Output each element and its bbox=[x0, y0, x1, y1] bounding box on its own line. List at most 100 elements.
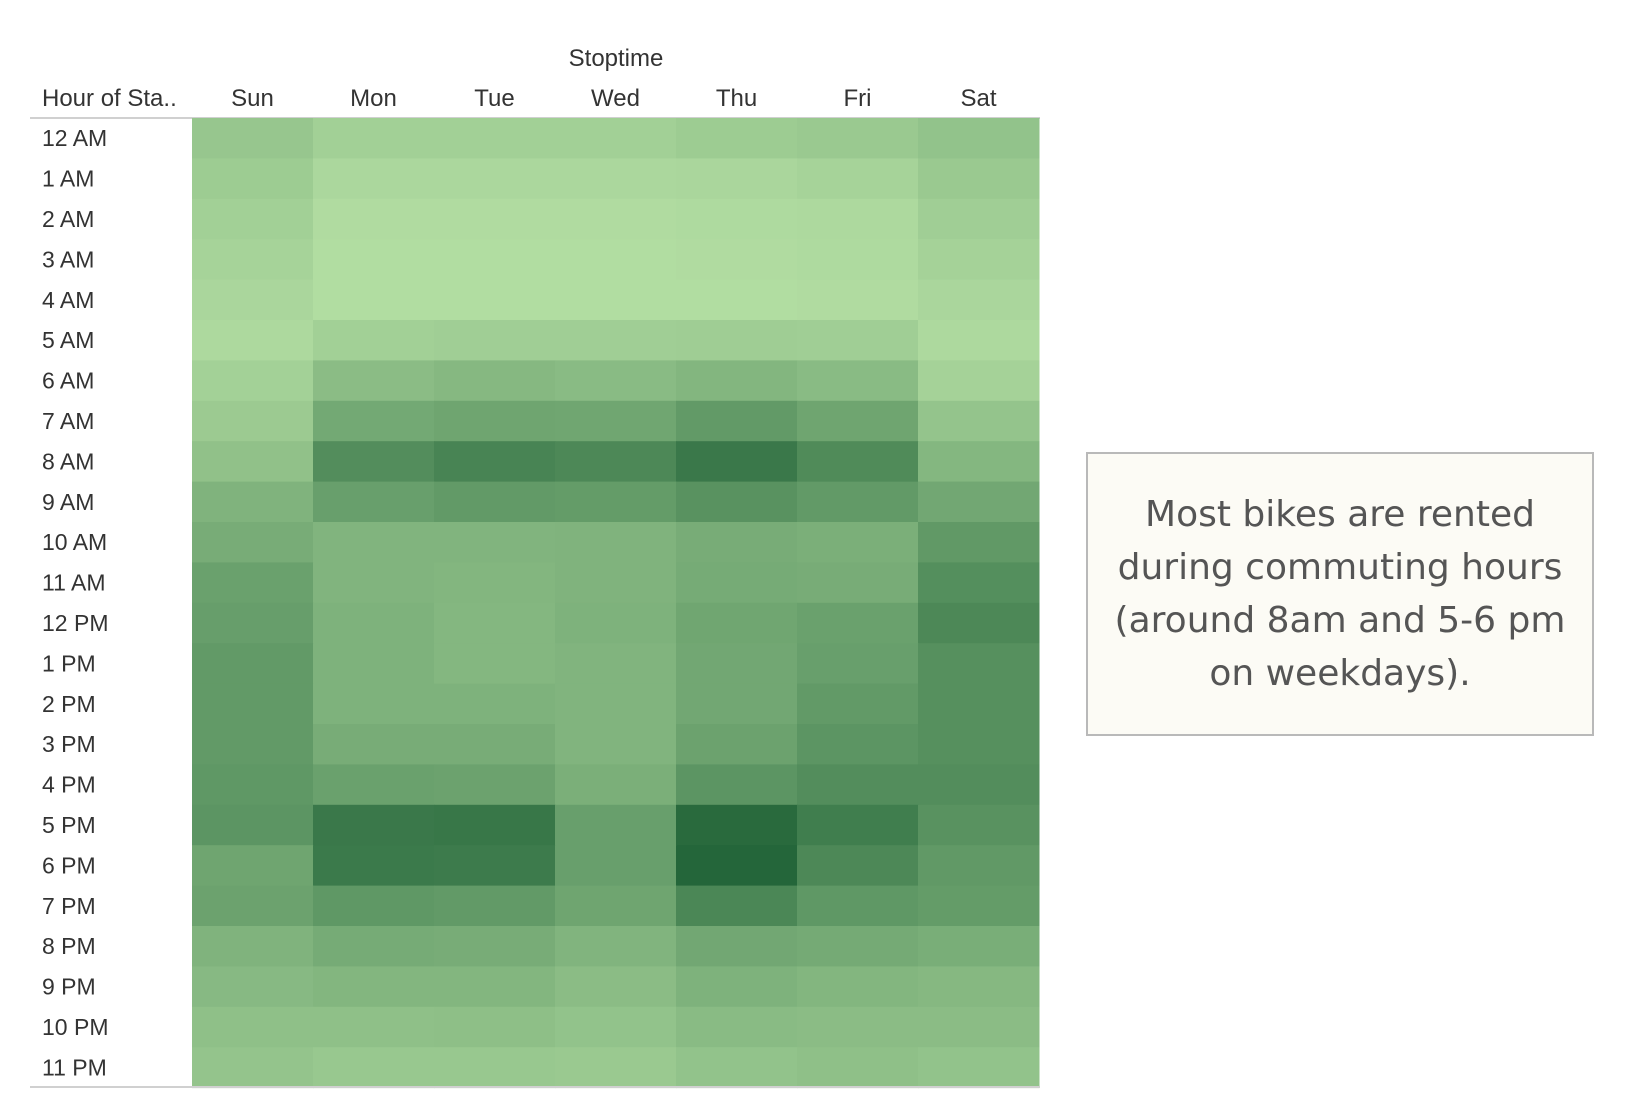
heatmap-cell[interactable]: 11 PM, Sun: 0.24 bbox=[192, 1047, 314, 1089]
heatmap-cell[interactable]: 4 AM, Thu: 0.05 bbox=[676, 279, 798, 321]
heatmap-cell[interactable]: 2 AM, Mon: 0.06 bbox=[313, 198, 435, 240]
heatmap-cell[interactable]: 9 PM, Tue: 0.35 bbox=[434, 966, 556, 1008]
heatmap-cell[interactable]: 1 PM, Wed: 0.36 bbox=[555, 643, 677, 685]
heatmap-cell[interactable]: 8 AM, Fri: 0.68 bbox=[797, 441, 919, 483]
heatmap-cell[interactable]: 2 PM, Sat: 0.64 bbox=[918, 683, 1040, 725]
heatmap-cell[interactable]: 4 AM, Mon: 0.05 bbox=[313, 279, 435, 321]
heatmap-cell[interactable]: 7 AM, Wed: 0.47 bbox=[555, 400, 677, 442]
heatmap-cell[interactable]: 6 AM, Fri: 0.31 bbox=[797, 360, 919, 402]
heatmap-cell[interactable]: 11 PM, Fri: 0.27 bbox=[797, 1047, 919, 1089]
heatmap-cell[interactable]: 12 PM, Mon: 0.38 bbox=[313, 602, 435, 644]
heatmap-cell[interactable]: 6 PM, Mon: 0.81 bbox=[313, 845, 435, 887]
heatmap-cell[interactable]: 3 AM, Mon: 0.05 bbox=[313, 239, 435, 281]
heatmap-cell[interactable]: 11 PM, Thu: 0.25 bbox=[676, 1047, 798, 1089]
heatmap-cell[interactable]: 6 PM, Thu: 0.96 bbox=[676, 845, 798, 887]
heatmap-cell[interactable]: 10 AM, Mon: 0.36 bbox=[313, 522, 435, 563]
heatmap-cell[interactable]: 3 AM, Fri: 0.07 bbox=[797, 239, 919, 281]
heatmap-cell[interactable]: 2 AM, Tue: 0.06 bbox=[434, 198, 556, 240]
heatmap-cell[interactable]: 5 AM, Mon: 0.15 bbox=[313, 320, 435, 361]
heatmap-cell[interactable]: 5 AM, Thu: 0.17 bbox=[676, 320, 798, 361]
heatmap-cell[interactable]: 10 AM, Wed: 0.37 bbox=[555, 522, 677, 563]
heatmap-cell[interactable]: 2 AM, Fri: 0.08 bbox=[797, 198, 919, 240]
heatmap-cell[interactable]: 12 AM, Wed: 0.15 bbox=[555, 118, 677, 159]
heatmap-cell[interactable]: 10 PM, Thu: 0.31 bbox=[676, 1006, 798, 1048]
heatmap-cell[interactable]: 3 AM, Tue: 0.05 bbox=[434, 239, 556, 281]
heatmap-cell[interactable]: 8 PM, Tue: 0.42 bbox=[434, 926, 556, 967]
heatmap-cell[interactable]: 12 PM, Sat: 0.7 bbox=[918, 602, 1040, 644]
heatmap-cell[interactable]: 3 PM, Mon: 0.42 bbox=[313, 724, 435, 765]
heatmap-cell[interactable]: 5 AM, Wed: 0.16 bbox=[555, 320, 677, 361]
heatmap-cell[interactable]: 4 PM, Mon: 0.51 bbox=[313, 764, 435, 806]
heatmap-cell[interactable]: 7 AM, Thu: 0.56 bbox=[676, 400, 798, 442]
heatmap-cell[interactable]: 4 AM, Wed: 0.05 bbox=[555, 279, 677, 321]
heatmap-cell[interactable]: 8 AM, Mon: 0.66 bbox=[313, 441, 435, 483]
heatmap-cell[interactable]: 3 PM, Fri: 0.6 bbox=[797, 724, 919, 765]
heatmap-cell[interactable]: 4 AM, Tue: 0.05 bbox=[434, 279, 556, 321]
heatmap-cell[interactable]: 7 AM, Mon: 0.45 bbox=[313, 400, 435, 442]
heatmap-cell[interactable]: 12 AM, Fri: 0.2 bbox=[797, 118, 919, 159]
heatmap-cell[interactable]: 7 PM, Tue: 0.56 bbox=[434, 885, 556, 927]
heatmap-cell[interactable]: 9 PM, Fri: 0.35 bbox=[797, 966, 919, 1008]
heatmap-cell[interactable]: 1 AM, Mon: 0.09 bbox=[313, 158, 435, 200]
heatmap-cell[interactable]: 9 AM, Sat: 0.46 bbox=[918, 481, 1040, 523]
heatmap-cell[interactable]: 3 PM, Wed: 0.36 bbox=[555, 724, 677, 765]
heatmap-cell[interactable]: 3 PM, Thu: 0.5 bbox=[676, 724, 798, 765]
heatmap-cell[interactable]: 7 AM, Tue: 0.48 bbox=[434, 400, 556, 442]
heatmap-cell[interactable]: 6 AM, Tue: 0.33 bbox=[434, 360, 556, 402]
heatmap-cell[interactable]: 12 AM, Sat: 0.25 bbox=[918, 118, 1040, 159]
heatmap-cell[interactable]: 3 AM, Wed: 0.05 bbox=[555, 239, 677, 281]
heatmap-cell[interactable]: 8 PM, Sun: 0.37 bbox=[192, 926, 314, 967]
heatmap-cell[interactable]: 2 PM, Thu: 0.46 bbox=[676, 683, 798, 725]
heatmap-cell[interactable]: 5 PM, Fri: 0.78 bbox=[797, 804, 919, 846]
heatmap-cell[interactable]: 9 AM, Wed: 0.55 bbox=[555, 481, 677, 523]
heatmap-cell[interactable]: 12 PM, Thu: 0.47 bbox=[676, 602, 798, 644]
heatmap-cell[interactable]: 3 PM, Sat: 0.64 bbox=[918, 724, 1040, 765]
heatmap-cell[interactable]: 2 PM, Wed: 0.36 bbox=[555, 683, 677, 725]
heatmap-cell[interactable]: 1 AM, Sat: 0.2 bbox=[918, 158, 1040, 200]
heatmap-cell[interactable]: 10 PM, Wed: 0.25 bbox=[555, 1006, 677, 1048]
heatmap-cell[interactable]: 7 AM, Sun: 0.19 bbox=[192, 400, 314, 442]
heatmap-cell[interactable]: 4 PM, Sun: 0.58 bbox=[192, 764, 314, 806]
heatmap-cell[interactable]: 11 AM, Sun: 0.51 bbox=[192, 562, 314, 604]
heatmap-cell[interactable]: 1 PM, Fri: 0.52 bbox=[797, 643, 919, 685]
heatmap-cell[interactable]: 2 PM, Fri: 0.56 bbox=[797, 683, 919, 725]
heatmap-cell[interactable]: 1 AM, Tue: 0.09 bbox=[434, 158, 556, 200]
heatmap-cell[interactable]: 1 AM, Wed: 0.09 bbox=[555, 158, 677, 200]
heatmap-cell[interactable]: 11 PM, Wed: 0.2 bbox=[555, 1047, 677, 1089]
heatmap-cell[interactable]: 7 PM, Mon: 0.58 bbox=[313, 885, 435, 927]
heatmap-cell[interactable]: 10 AM, Thu: 0.42 bbox=[676, 522, 798, 563]
heatmap-cell[interactable]: 9 AM, Tue: 0.56 bbox=[434, 481, 556, 523]
heatmap-cell[interactable]: 11 AM, Wed: 0.37 bbox=[555, 562, 677, 604]
heatmap-cell[interactable]: 8 PM, Wed: 0.36 bbox=[555, 926, 677, 967]
heatmap-cell[interactable]: 4 PM, Wed: 0.4 bbox=[555, 764, 677, 806]
heatmap-cell[interactable]: 9 PM, Thu: 0.38 bbox=[676, 966, 798, 1008]
heatmap-cell[interactable]: 12 PM, Wed: 0.38 bbox=[555, 602, 677, 644]
heatmap-cell[interactable]: 9 PM, Mon: 0.35 bbox=[313, 966, 435, 1008]
heatmap-cell[interactable]: 4 AM, Sat: 0.1 bbox=[918, 279, 1040, 321]
heatmap-cell[interactable]: 8 PM, Fri: 0.44 bbox=[797, 926, 919, 967]
heatmap-cell[interactable]: 7 PM, Sun: 0.5 bbox=[192, 885, 314, 927]
heatmap-cell[interactable]: 7 PM, Fri: 0.58 bbox=[797, 885, 919, 927]
heatmap-cell[interactable]: 1 AM, Sun: 0.18 bbox=[192, 158, 314, 200]
heatmap-cell[interactable]: 2 AM, Sun: 0.15 bbox=[192, 198, 314, 240]
heatmap-cell[interactable]: 6 PM, Wed: 0.52 bbox=[555, 845, 677, 887]
heatmap-cell[interactable]: 6 AM, Thu: 0.35 bbox=[676, 360, 798, 402]
heatmap-cell[interactable]: 9 AM, Mon: 0.52 bbox=[313, 481, 435, 523]
heatmap-cell[interactable]: 11 AM, Mon: 0.36 bbox=[313, 562, 435, 604]
heatmap-cell[interactable]: 10 PM, Mon: 0.27 bbox=[313, 1006, 435, 1048]
heatmap-cell[interactable]: 5 PM, Wed: 0.52 bbox=[555, 804, 677, 846]
heatmap-cell[interactable]: 11 AM, Thu: 0.43 bbox=[676, 562, 798, 604]
heatmap-cell[interactable]: 1 PM, Mon: 0.38 bbox=[313, 643, 435, 685]
heatmap-cell[interactable]: 6 AM, Sat: 0.13 bbox=[918, 360, 1040, 402]
heatmap-cell[interactable]: 4 PM, Fri: 0.66 bbox=[797, 764, 919, 806]
heatmap-cell[interactable]: 3 PM, Tue: 0.42 bbox=[434, 724, 556, 765]
heatmap-cell[interactable]: 11 PM, Tue: 0.21 bbox=[434, 1047, 556, 1089]
heatmap-cell[interactable]: 5 PM, Mon: 0.82 bbox=[313, 804, 435, 846]
heatmap-cell[interactable]: 2 AM, Sat: 0.16 bbox=[918, 198, 1040, 240]
heatmap-cell[interactable]: 5 AM, Fri: 0.16 bbox=[797, 320, 919, 361]
heatmap-cell[interactable]: 5 AM, Tue: 0.16 bbox=[434, 320, 556, 361]
heatmap-cell[interactable]: 11 AM, Sat: 0.65 bbox=[918, 562, 1040, 604]
heatmap-cell[interactable]: 1 PM, Sat: 0.64 bbox=[918, 643, 1040, 685]
heatmap-cell[interactable]: 11 AM, Tue: 0.35 bbox=[434, 562, 556, 604]
heatmap-cell[interactable]: 3 PM, Sun: 0.56 bbox=[192, 724, 314, 765]
